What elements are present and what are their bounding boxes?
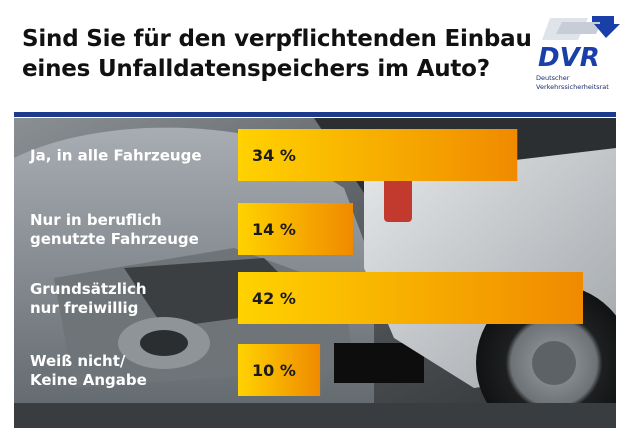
- category-label-2: Nur in beruflich genutzte Fahrzeuge: [30, 211, 199, 248]
- category-label-4-line-1: Weiß nicht/: [30, 352, 126, 370]
- category-label-1-line-1: Ja, in alle Fahrzeuge: [29, 147, 202, 165]
- bar-4: [238, 344, 321, 396]
- logo-caption: Deutscher Verkehrssicherheitsrat: [536, 74, 624, 92]
- bar-3: [238, 272, 583, 324]
- header-rule: [14, 112, 616, 117]
- bar-value-label-1: 34 %: [252, 146, 296, 165]
- bar-1: [238, 129, 518, 181]
- dvr-logo: DVR Deutscher Verkehrssicherheitsrat: [532, 14, 624, 102]
- page-title: Sind Sie für den verpflichtenden Einbau …: [22, 24, 532, 84]
- bar-2: [238, 203, 353, 255]
- title-line-1: Sind Sie für den verpflichtenden Einbau: [22, 26, 532, 52]
- title-line-2: eines Unfalldatenspeichers im Auto?: [22, 56, 490, 82]
- category-label-3-line-1: Grundsätzlich: [30, 280, 147, 298]
- logo-caption-line-2: Verkehrssicherheitsrat: [536, 83, 609, 91]
- bar-value-label-2: 14 %: [252, 220, 296, 239]
- category-label-3-line-2: nur freiwillig: [30, 299, 138, 317]
- logo-text: DVR: [538, 43, 600, 73]
- category-label-1: Ja, in alle Fahrzeuge: [29, 147, 202, 165]
- dvr-logo-mark: DVR: [538, 16, 620, 73]
- category-label-2-line-1: Nur in beruflich: [30, 211, 162, 229]
- logo-caption-line-1: Deutscher: [536, 74, 570, 82]
- header: Sind Sie für den verpflichtenden Einbau …: [0, 0, 630, 112]
- bar-value-label-3: 42 %: [252, 289, 296, 308]
- bar-value-label-4: 10 %: [252, 361, 296, 380]
- category-label-4: Weiß nicht/Keine Angabe: [30, 352, 147, 389]
- category-label-4-line-2: Keine Angabe: [30, 371, 147, 389]
- category-label-3: Grundsätzlich nur freiwillig: [30, 280, 147, 317]
- category-label-2-line-2: genutzte Fahrzeuge: [30, 230, 199, 248]
